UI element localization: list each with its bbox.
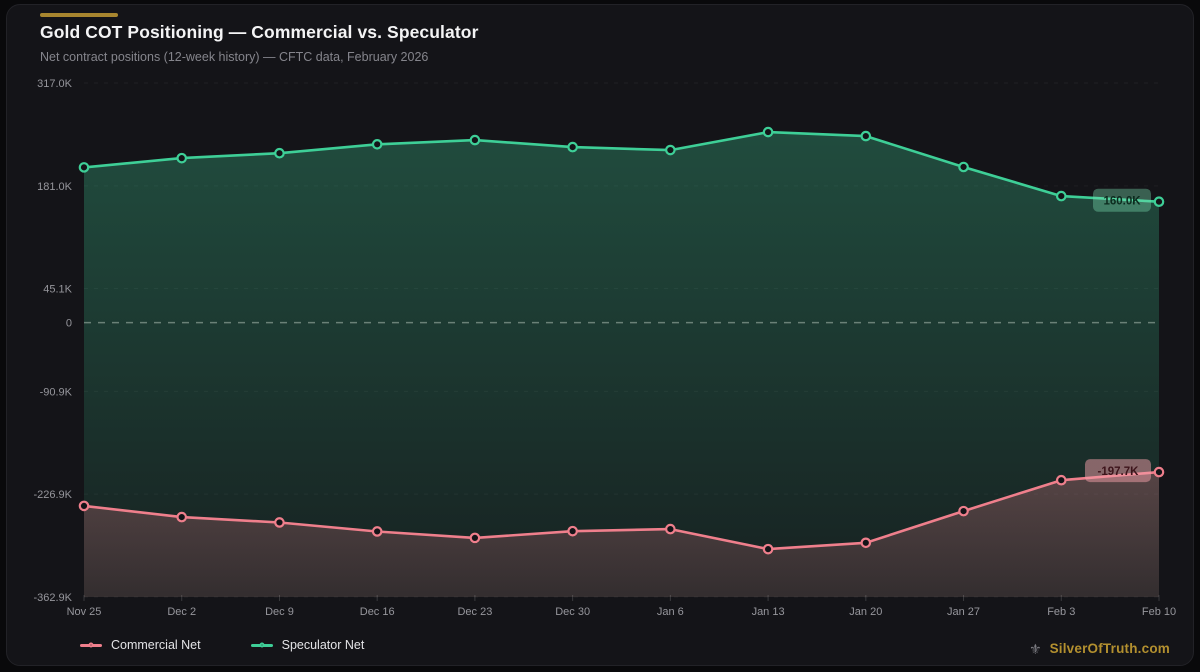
speculator-point-jan-13[interactable] [762,126,774,138]
commercial-point-nov-25[interactable] [78,500,90,512]
legend-label-commercial: Commercial Net [111,638,201,652]
x-axis-label-jan-13: Jan 13 [752,606,785,618]
speculator-point-dec-9[interactable] [274,147,285,159]
speculator-end-label-badge [1093,188,1151,212]
y-axis-label-0: 0 [66,318,72,330]
commercial-point-dec-30[interactable] [567,525,578,537]
speculator-point-feb-10[interactable] [1153,196,1165,207]
chart-subtitle: Net contract positions (12-week history)… [40,50,429,64]
speculator-point-jan-20[interactable] [860,130,872,142]
speculator-point-jan-6[interactable] [665,144,676,156]
commercial-point-jan-27[interactable] [958,505,969,517]
commercial-point-dec-2[interactable] [176,511,188,523]
speculator-point-jan-27[interactable] [958,161,969,173]
legend-item-speculator[interactable]: Speculator Net [250,638,365,652]
x-axis-label-feb-3: Feb 3 [1047,606,1075,618]
speculator-line-marker-icon [250,642,273,648]
x-axis-label-jan-6: Jan 6 [657,606,684,618]
speculator-point-dec-2[interactable] [176,152,188,164]
x-axis-label-feb-10: Feb 10 [1142,606,1176,618]
x-axis-label-dec-23: Dec 23 [457,606,492,618]
x-axis-label-dec-2: Dec 2 [167,606,196,618]
watermark-text: SilverOfTruth.com [1049,641,1170,656]
speculator-point-dec-30[interactable] [567,141,578,153]
commercial-end-label-badge [1085,459,1151,483]
legend-item-commercial[interactable]: Commercial Net [80,638,201,652]
commercial-area [84,472,1159,597]
speculator-point-dec-23[interactable] [469,134,481,146]
commercial-line [82,470,1161,551]
commercial-point-jan-20[interactable] [860,537,872,549]
watermark: ⚜ SilverOfTruth.com [1029,641,1170,656]
x-axis-label-jan-27: Jan 27 [947,606,980,618]
commercial-point-jan-13[interactable] [762,543,774,555]
y-axis-label--226.9K: -226.9K [33,489,72,501]
commercial-point-dec-16[interactable] [371,526,383,537]
commercial-point-feb-3[interactable] [1055,474,1067,486]
speculator-point-dec-16[interactable] [371,139,383,150]
y-axis-label-45.1K: 45.1K [43,284,72,296]
y-axis-label-181.0K: 181.0K [37,181,73,193]
legend-label-speculator: Speculator Net [281,638,365,652]
commercial-point-feb-10[interactable] [1153,466,1165,478]
x-axis-label-jan-20: Jan 20 [849,606,882,618]
y-axis-label--90.9K: -90.9K [40,386,73,398]
chart-legend: Commercial Net Speculator Net [80,638,364,652]
x-axis-label-nov-25: Nov 25 [67,606,102,618]
commercial-end-label: -197.7K [1098,466,1140,478]
speculator-point-feb-3[interactable] [1055,190,1067,202]
speculator-end-label: 160.0K [1103,196,1141,208]
y-axis-label-317.0K: 317.0K [37,78,73,90]
x-axis-label-dec-16: Dec 16 [360,606,395,618]
emblem-icon: ⚜ [1029,640,1042,657]
commercial-line-marker-icon [80,642,102,648]
speculator-line [82,130,1161,203]
commercial-point-dec-9[interactable] [274,517,285,528]
commercial-point-jan-6[interactable] [665,523,676,535]
chart-title: Gold COT Positioning — Commercial vs. Sp… [40,22,479,42]
y-axis-label--362.9K: -362.9K [33,592,72,604]
accent-bar [40,13,118,17]
x-axis-label-dec-30: Dec 30 [555,606,590,618]
speculator-area [84,132,1159,597]
speculator-point-nov-25[interactable] [78,162,90,173]
x-axis-label-dec-9: Dec 9 [265,606,294,618]
commercial-point-dec-23[interactable] [469,532,481,544]
